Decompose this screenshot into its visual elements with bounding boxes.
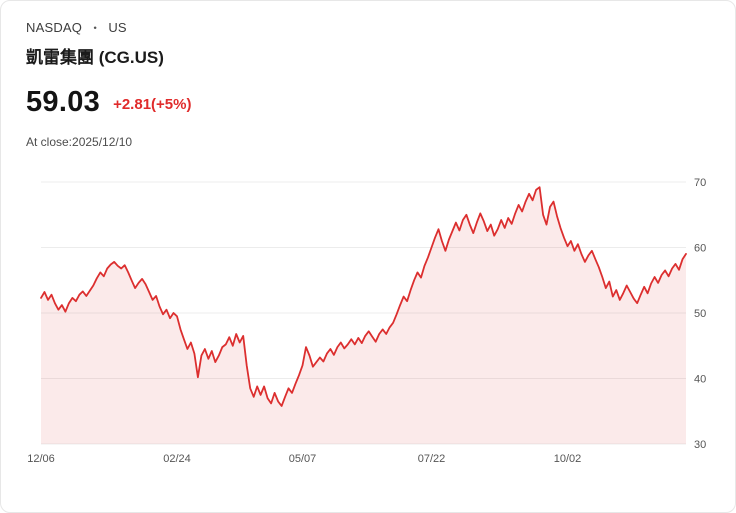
x-axis-label: 12/06	[27, 453, 55, 465]
exchange-label: NASDAQ	[26, 20, 83, 35]
price-row: 59.03 +2.81(+5%)	[26, 86, 191, 119]
separator-dot: ・	[89, 21, 102, 35]
quote-header: NASDAQ ・ US 凱雷集團 (CG.US) 59.03 +2.81(+5%…	[26, 19, 191, 149]
market-info: NASDAQ ・ US	[26, 19, 191, 36]
price-chart[interactable]: 30 40 50 60 70 12/06 02/24 05/07 07/22 10/02	[1, 171, 736, 471]
x-axis-label: 10/02	[554, 453, 582, 465]
close-time-label: At close:2025/12/10	[26, 135, 133, 149]
x-axis-label: 05/07	[289, 453, 317, 465]
price-line	[40, 186, 687, 407]
x-axis-label: 07/22	[418, 453, 446, 465]
stock-title: 凱雷集團 (CG.US)	[26, 48, 164, 67]
y-axis-label: 60	[694, 243, 706, 255]
current-price: 59.03	[26, 86, 101, 118]
x-axis-label: 02/24	[163, 453, 191, 465]
y-axis-label: 40	[694, 374, 706, 386]
y-axis-label: 30	[694, 439, 706, 451]
y-axis-label: 50	[694, 308, 706, 320]
y-axis-label: 70	[694, 177, 706, 189]
price-area	[41, 187, 686, 444]
price-change: +2.81(+5%)	[113, 95, 192, 113]
region-label: US	[108, 20, 127, 35]
